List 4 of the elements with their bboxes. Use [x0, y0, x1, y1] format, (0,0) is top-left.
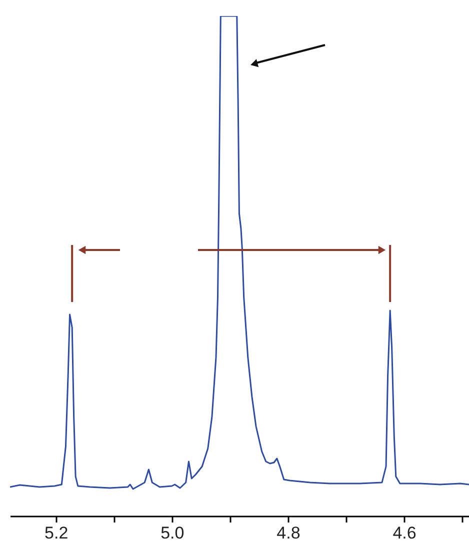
x-tick-label: 4.8: [276, 524, 300, 542]
x-tick-label: 5.0: [160, 524, 184, 542]
x-tick-label: 4.6: [392, 524, 416, 542]
x-tick-label: 5.2: [44, 524, 68, 542]
